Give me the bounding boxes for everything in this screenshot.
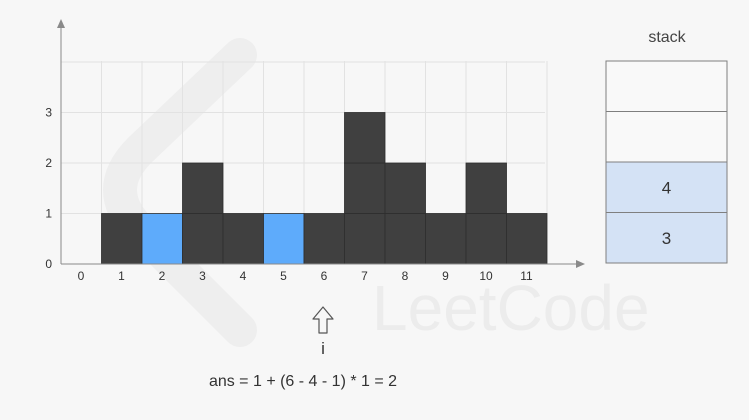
stack-panel: stack 43 [605, 29, 728, 264]
x-tick-label: 0 [78, 269, 85, 283]
x-tick-label: 7 [361, 269, 368, 283]
bar-9-cell-1 [425, 213, 467, 265]
x-tick-labels: 0 1 2 3 4 5 6 7 8 9 10 11 [78, 269, 533, 283]
y-tick-labels: 0 1 2 3 [45, 106, 52, 272]
pointer-label: i [321, 339, 325, 358]
chart-bars [101, 112, 548, 265]
bar-7-cell-2 [344, 162, 386, 214]
stack-slot-value: 4 [662, 178, 671, 197]
x-tick-label: 4 [240, 269, 247, 283]
x-tick-label: 8 [402, 269, 409, 283]
x-tick-label: 10 [479, 269, 493, 283]
pointer: i [312, 306, 334, 358]
bar-10-cell-1 [465, 213, 507, 265]
stack-slot [605, 111, 728, 163]
x-tick-label: 2 [159, 269, 166, 283]
stack-slot [605, 60, 728, 112]
y-axis-arrow [57, 19, 65, 28]
stack-slot [605, 212, 728, 264]
stack-title: stack [648, 29, 686, 46]
bar-11-cell-1 [506, 213, 548, 265]
x-tick-label: 5 [280, 269, 287, 283]
bar-6-cell-1 [303, 213, 345, 265]
bar-8-cell-2 [384, 162, 426, 214]
x-tick-label: 1 [118, 269, 125, 283]
x-tick-label: 11 [520, 269, 533, 283]
bar-3-cell-1 [182, 213, 224, 265]
formula-text: ans = 1 + (6 - 4 - 1) * 1 = 2 [209, 373, 397, 390]
y-tick-label: 3 [45, 106, 52, 120]
bar-1-cell-1 [101, 213, 143, 265]
x-tick-label: 6 [321, 269, 328, 283]
y-tick-label: 0 [45, 257, 52, 271]
chart-axes [57, 19, 585, 268]
stack-slot [605, 161, 728, 213]
stack-slot-value: 3 [662, 229, 671, 248]
bar-7-cell-1 [344, 213, 386, 265]
bar-7-cell-3 [344, 112, 386, 164]
stack-slots: 43 [605, 60, 728, 264]
bar-3-cell-2 [182, 162, 224, 214]
x-axis-arrow [576, 260, 585, 268]
x-tick-label: 3 [199, 269, 206, 283]
bar-5-cell-1 [263, 213, 305, 265]
bar-8-cell-1 [384, 213, 426, 265]
y-tick-label: 1 [45, 207, 52, 221]
y-tick-label: 2 [45, 156, 52, 170]
up-arrow-outline-icon [312, 306, 334, 334]
x-tick-label: 9 [442, 269, 449, 283]
bar-4-cell-1 [222, 213, 264, 265]
watermark-text: LeetCode [372, 272, 650, 344]
bar-10-cell-2 [465, 162, 507, 214]
bar-2-cell-1 [141, 213, 183, 265]
